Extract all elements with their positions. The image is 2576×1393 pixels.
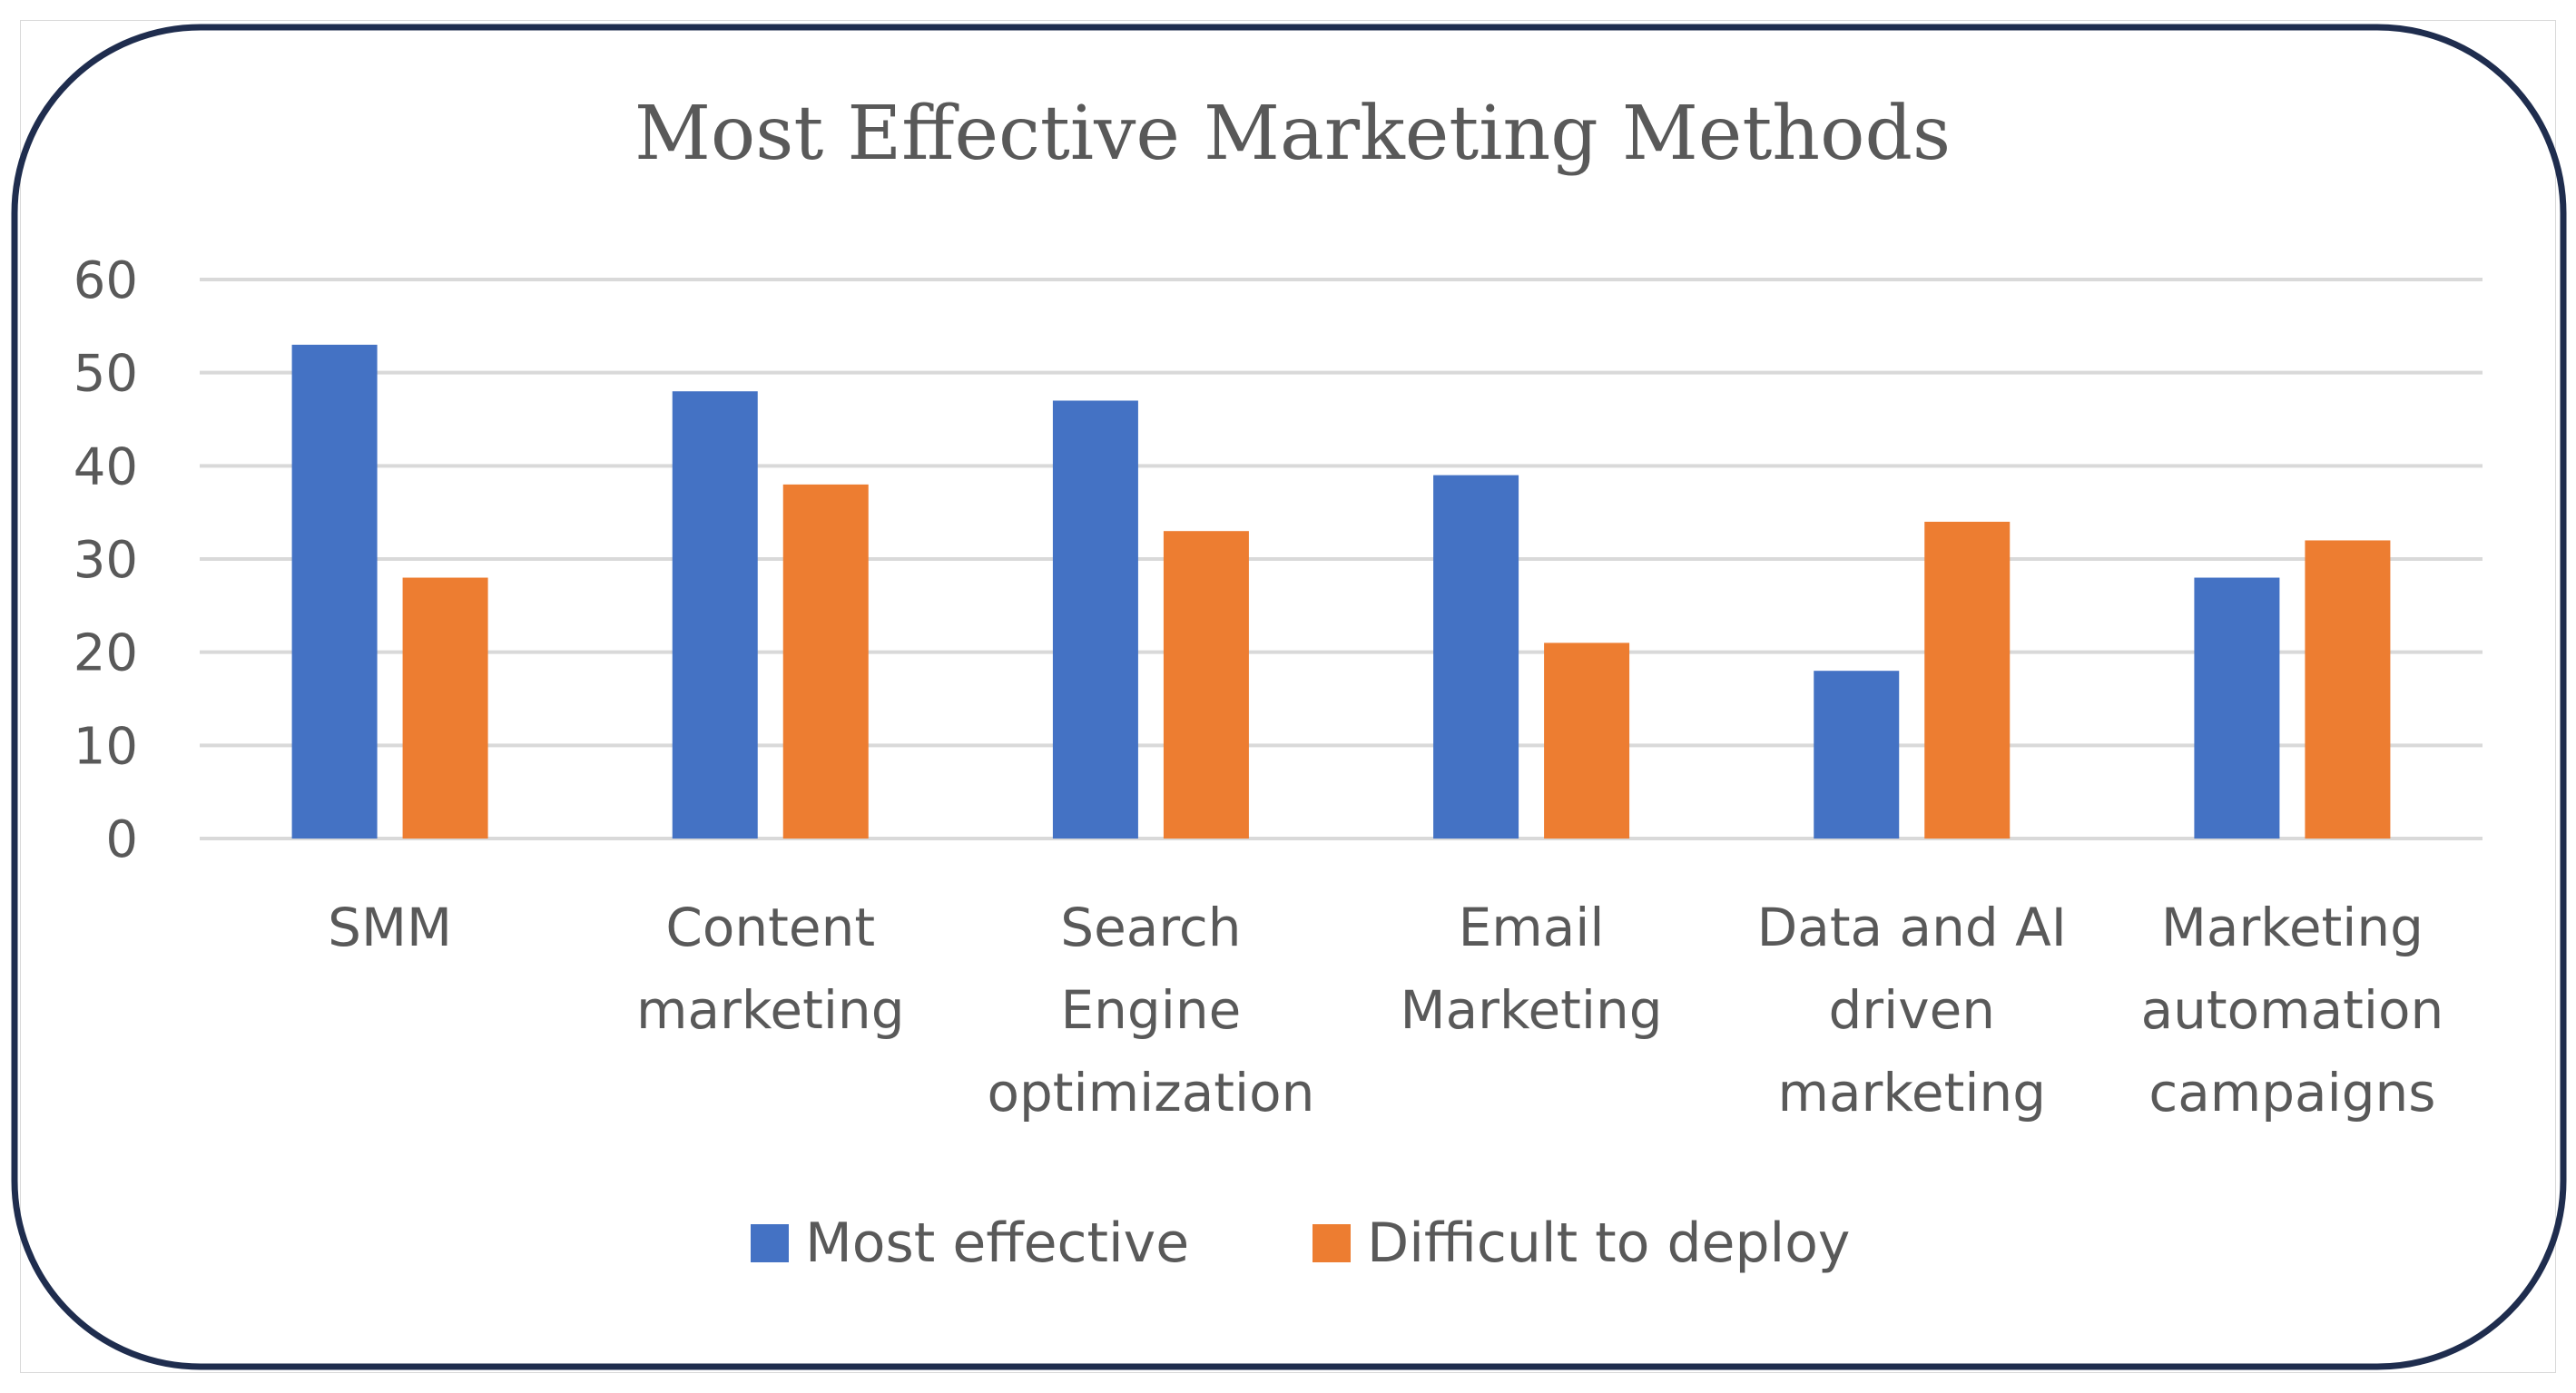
y-tick-label: 50 — [74, 345, 138, 404]
x-category-label: Email Marketing — [1401, 897, 1663, 1041]
x-category-label: Data and AI driven marketing — [1757, 897, 2067, 1123]
x-category-label: SMM — [328, 897, 452, 958]
y-axis-tick-labels: 0 10 20 30 40 50 60 — [74, 251, 138, 869]
bar-most-effective-5 — [2194, 577, 2280, 839]
bar-difficult-to-deploy-0 — [402, 577, 488, 839]
bar-most-effective-2 — [1052, 400, 1138, 839]
bar-most-effective-3 — [1433, 475, 1519, 839]
bar-most-effective-0 — [291, 344, 378, 839]
bar-difficult-to-deploy-1 — [782, 484, 869, 839]
x-category-label: Content marketing — [636, 897, 905, 1041]
legend-label-difficult-to-deploy: Difficult to deploy — [1367, 1212, 1850, 1275]
bar-difficult-to-deploy-4 — [1924, 521, 2011, 839]
x-axis-category-labels: SMM Content marketing Search Engine optimizat… — [328, 897, 2443, 1123]
x-category-label: Search Engine optimization — [987, 897, 1314, 1123]
bar-most-effective-4 — [1814, 671, 1900, 839]
bar-difficult-to-deploy-3 — [1544, 643, 1630, 839]
y-tick-label: 60 — [74, 251, 138, 310]
y-tick-label: 30 — [74, 531, 138, 590]
gridlines — [200, 278, 2483, 840]
chart-title: Most Effective Marketing Methods — [634, 91, 1951, 177]
bar-difficult-to-deploy-5 — [2305, 540, 2391, 839]
bars — [291, 344, 2391, 839]
chart-frame — [20, 20, 2556, 1373]
chart-rounded-border — [11, 24, 2567, 1370]
y-tick-label: 20 — [74, 624, 138, 683]
y-tick-label: 40 — [74, 437, 138, 496]
y-tick-label: 0 — [105, 810, 138, 869]
legend-label-most-effective: Most effective — [805, 1212, 1189, 1275]
x-category-label: Marketing automation campaigns — [2141, 897, 2444, 1123]
legend-swatch-most-effective — [751, 1224, 789, 1262]
bar-difficult-to-deploy-2 — [1163, 531, 1249, 839]
bar-most-effective-1 — [672, 391, 758, 839]
legend: Most effective Difficult to deploy — [751, 1212, 1850, 1275]
legend-swatch-difficult-to-deploy — [1313, 1224, 1351, 1262]
y-tick-label: 10 — [74, 717, 138, 776]
